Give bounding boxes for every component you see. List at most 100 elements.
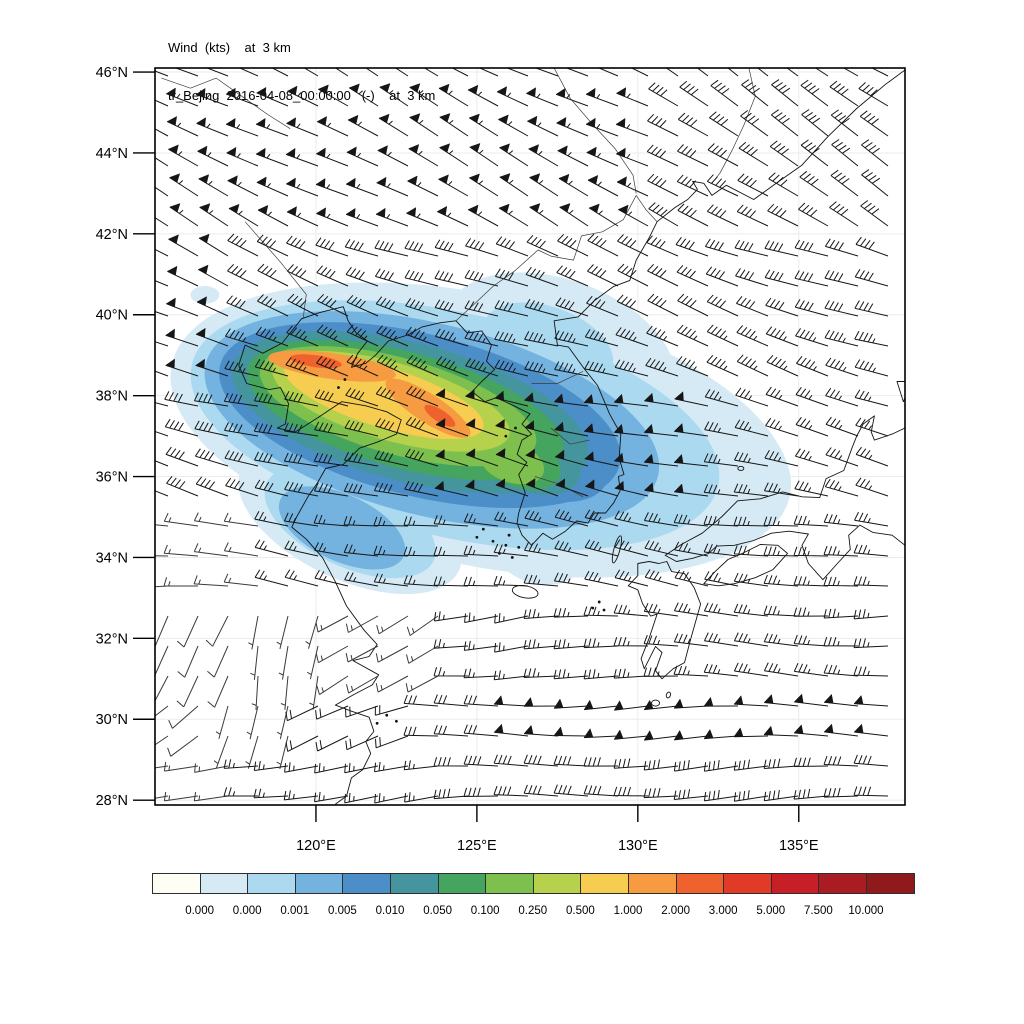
wind-barb (374, 268, 409, 287)
wind-barb (675, 237, 709, 257)
wind-barb (251, 675, 259, 710)
islet-dot (491, 539, 495, 543)
wind-barb (494, 359, 529, 377)
wind-barb-pennant (227, 175, 238, 185)
wind-barb-pennant (434, 480, 444, 491)
wind-barb-pennant (195, 87, 206, 98)
colorbar-cell (724, 874, 772, 893)
wind-barb (853, 609, 889, 620)
wind-barb (284, 481, 319, 497)
colorbar-cell (866, 874, 914, 893)
islet-dot (385, 713, 389, 717)
wind-barb (597, 68, 619, 77)
wind-barb (854, 300, 889, 317)
wind-barb-pennant (438, 83, 450, 94)
wind-barb-pennant (467, 57, 476, 66)
wind-barb-pennant (320, 54, 330, 63)
wind-barb (344, 419, 379, 437)
wind-barb-pennant (524, 420, 535, 431)
wind-barb (373, 516, 409, 527)
wind-barb (215, 705, 229, 739)
island-outline (703, 544, 788, 587)
wind-barb (526, 234, 559, 257)
wind-barb (254, 510, 289, 527)
wind-barb (823, 755, 859, 767)
wind-barb (765, 417, 799, 437)
wind-barb-pennant (225, 87, 236, 98)
wind-barb (494, 613, 529, 624)
wind-barb (793, 607, 829, 617)
wind-barb (524, 298, 559, 317)
wind-barb-pennant (555, 87, 566, 98)
wind-barb (824, 478, 859, 497)
map-subtitle: tr_Bejing 2016-04-08_00:00:00 (-) at 3 k… (168, 88, 436, 103)
wind-barb-pennant (556, 116, 567, 127)
wind-barb-pennant (586, 146, 597, 157)
wind-barb-pennant (196, 296, 207, 306)
wind-barb (193, 575, 229, 587)
wind-barb-pennant (763, 694, 774, 704)
wind-barb (155, 430, 169, 437)
wind-barb-pennant (137, 87, 147, 96)
wind-barb (823, 787, 859, 798)
wind-barb (523, 574, 559, 587)
islet-dot (375, 721, 379, 725)
wind-barb (553, 755, 589, 767)
wind-barb (523, 668, 559, 678)
wind-barb (793, 662, 829, 677)
wind-barb (524, 510, 559, 527)
coastline (656, 69, 905, 223)
wind-barb-pennant (733, 727, 744, 737)
colorbar-tick-label: 0.050 (423, 905, 452, 917)
wind-barb (794, 448, 829, 467)
wind-barb (464, 330, 499, 347)
wind-barb (854, 389, 889, 407)
wind-barb (406, 355, 439, 377)
wind-barb-pennant (587, 57, 596, 66)
wind-barb (583, 638, 619, 649)
wind-barb-pennant (136, 329, 145, 338)
wind-barb-pennant (347, 114, 359, 125)
wind-barb-pennant (553, 698, 564, 709)
wind-barb-pennant (464, 389, 475, 400)
wind-barb-pennant (493, 723, 504, 734)
wind-barb (404, 269, 439, 287)
wind-barb (733, 662, 769, 677)
wind-barb (193, 512, 229, 527)
wind-barb-pennant (228, 203, 240, 214)
wind-barb (763, 605, 799, 617)
wind-barb (674, 569, 709, 587)
wind-barb (155, 99, 169, 107)
wind-barb (433, 639, 469, 649)
wind-barb (280, 675, 289, 710)
wind-barb (584, 509, 619, 527)
wind-barb (676, 264, 709, 287)
wind-barb-pennant (199, 203, 211, 213)
wind-barb (677, 293, 709, 317)
wind-barb-pennant (316, 116, 328, 126)
wind-barb-pennant (195, 117, 206, 127)
wind-barb-pennant (438, 56, 448, 65)
wind-barb (375, 735, 409, 749)
wind-barb-pennant (585, 87, 596, 98)
wind-barb (255, 326, 289, 347)
wind-barb (405, 326, 439, 347)
wind-barb (824, 329, 859, 347)
wind-barb (704, 238, 739, 257)
wind-barb (257, 294, 289, 317)
colorbar-tick-label: 0.000 (232, 905, 262, 917)
wind-barb (763, 633, 799, 647)
wind-barb (647, 293, 679, 317)
wind-barb-pennant (350, 53, 360, 62)
wind-barb (677, 144, 709, 167)
wind-barb (677, 203, 709, 227)
wind-barb (194, 420, 229, 437)
wind-barb (314, 570, 349, 587)
wind-barb-pennant (613, 452, 624, 463)
wind-barb (433, 788, 469, 800)
wind-barb-pennant (643, 730, 654, 741)
wind-barb-pennant (613, 729, 624, 740)
wind-barb (734, 239, 769, 257)
wind-barb-pennant (523, 696, 534, 707)
wind-barb-pennant (169, 203, 181, 213)
